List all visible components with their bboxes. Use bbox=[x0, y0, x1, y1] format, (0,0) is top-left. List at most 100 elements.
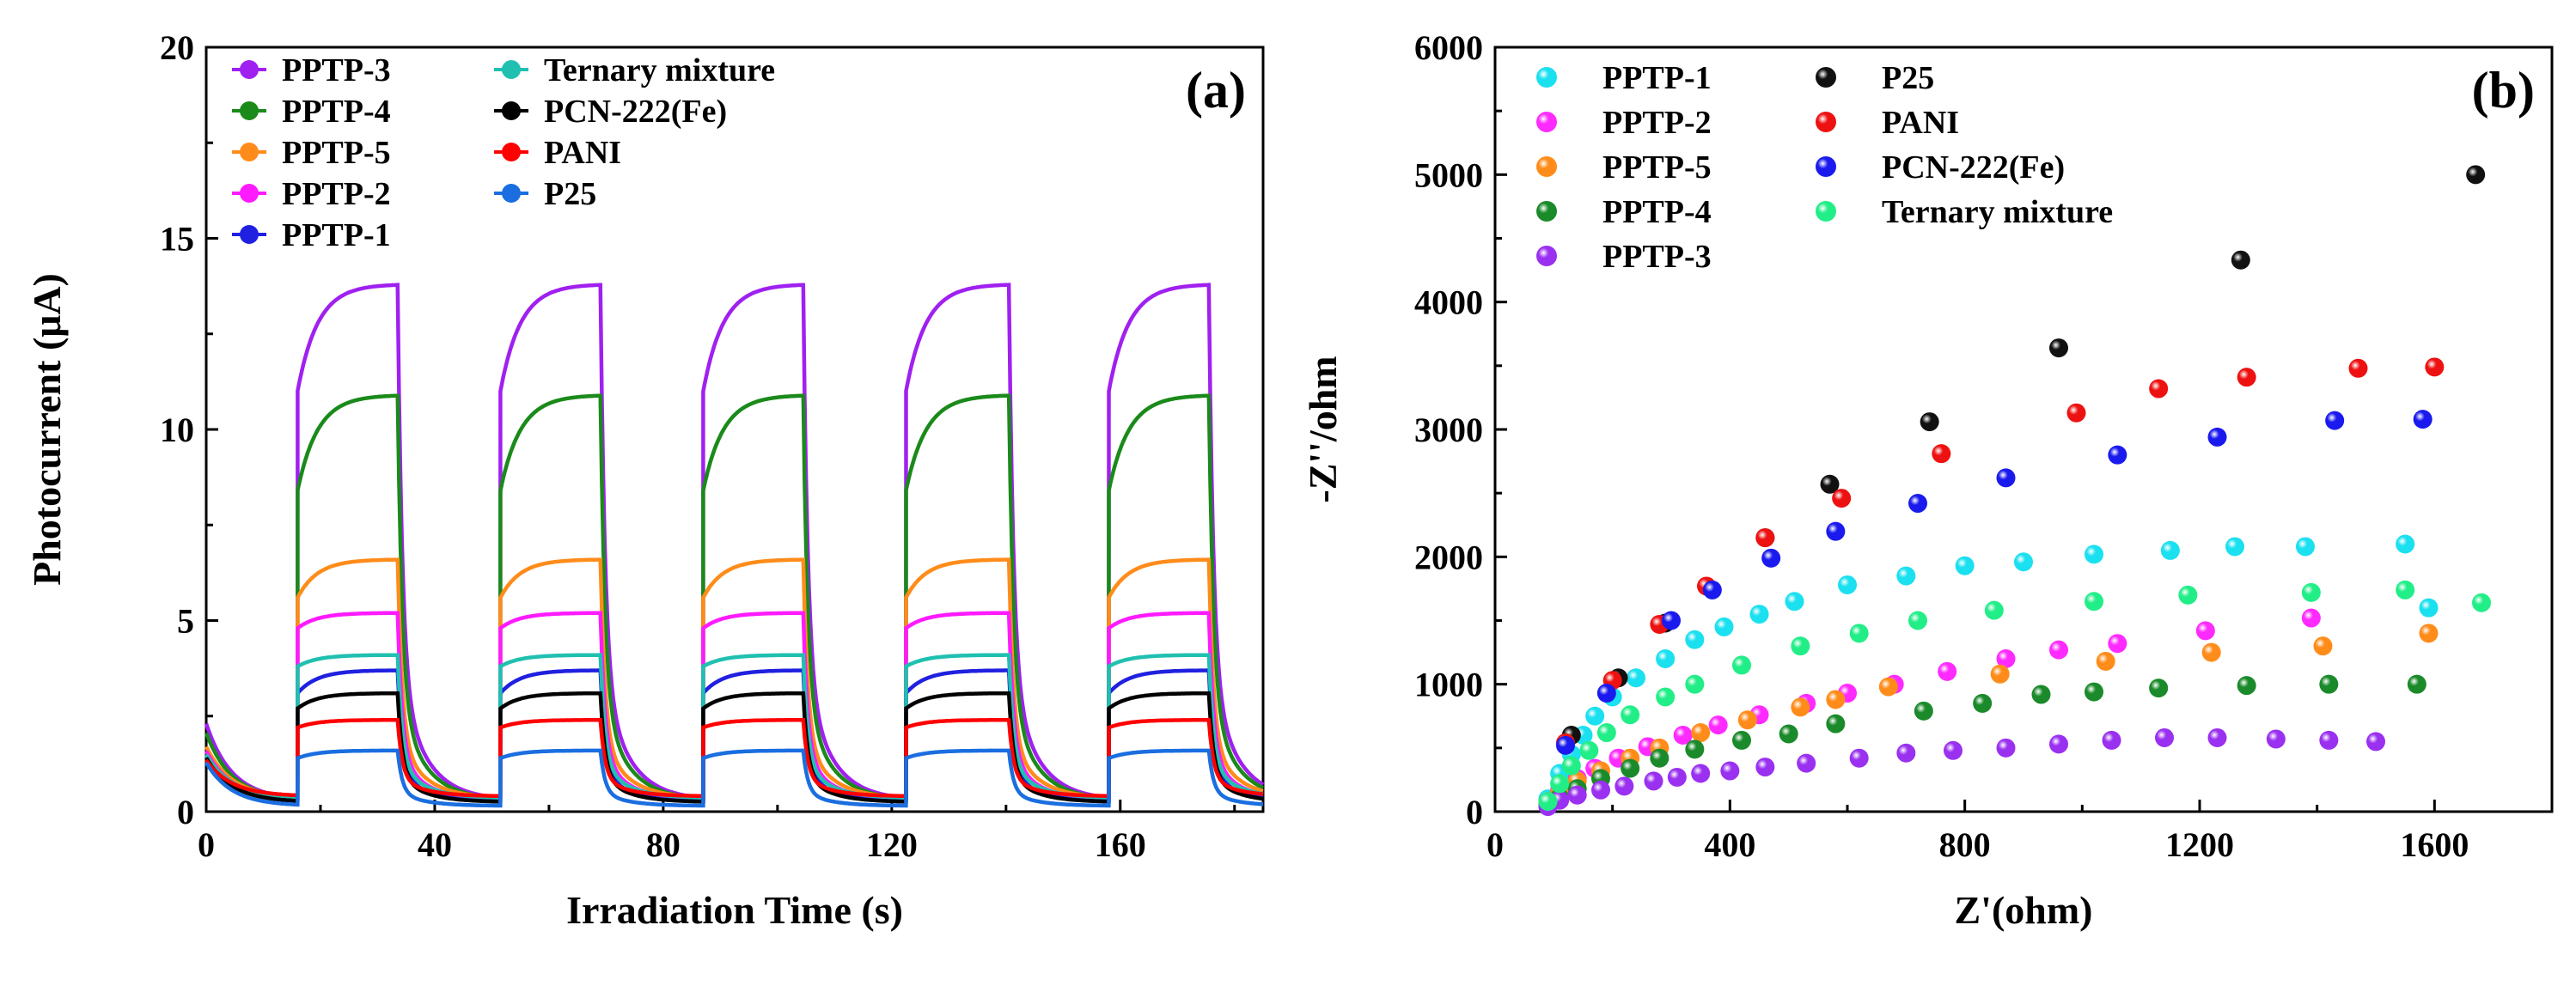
y-tick-label-b: 2000 bbox=[1414, 538, 1483, 576]
data-point-P25 bbox=[2466, 165, 2486, 185]
data-point-PPTP-4 bbox=[1914, 701, 1933, 721]
y-tick-label-a: 15 bbox=[160, 220, 194, 259]
x-tick-label-b: 400 bbox=[1704, 825, 1755, 864]
data-point-Ternary mixture bbox=[1791, 636, 1810, 656]
data-point-PPTP-4 bbox=[2085, 682, 2103, 702]
data-point-PCN-222(Fe) bbox=[1996, 468, 2016, 488]
data-point-PPTP-2 bbox=[2049, 640, 2068, 660]
data-point-PPTP-3 bbox=[1720, 761, 1740, 781]
x-tick-label-a: 120 bbox=[866, 825, 918, 864]
data-point-PPTP-3 bbox=[1615, 776, 1634, 796]
data-point-PPTP-3 bbox=[1797, 753, 1816, 773]
data-point-PPTP-5 bbox=[1990, 664, 2010, 684]
data-point-PPTP-1 bbox=[1785, 592, 1804, 612]
data-point-Ternary mixture bbox=[1561, 756, 1581, 776]
data-point-P25 bbox=[2231, 250, 2250, 270]
data-point-PPTP-1 bbox=[2419, 598, 2439, 618]
data-point-PPTP-3 bbox=[1667, 767, 1687, 787]
data-point-PCN-222(Fe) bbox=[2325, 411, 2345, 430]
data-point-PPTP-5 bbox=[1791, 697, 1810, 717]
legend-marker-Ternary mixture bbox=[1816, 201, 1836, 222]
data-point-Ternary mixture bbox=[1908, 611, 1927, 630]
data-point-PCN-222(Fe) bbox=[1702, 580, 1722, 599]
data-point-PPTP-5 bbox=[1691, 723, 1711, 743]
data-point-P25 bbox=[1920, 412, 1939, 432]
panel-label-b: (b) bbox=[2472, 62, 2535, 119]
data-point-PPTP-5 bbox=[2201, 642, 2221, 662]
data-point-PPTP-4 bbox=[1973, 693, 1993, 713]
data-point-PANI bbox=[2237, 368, 2256, 387]
legend-marker-PPTP-3 bbox=[1536, 246, 1557, 266]
legend-label-PPTP-5: PPTP-5 bbox=[1602, 149, 1712, 186]
y-tick-label-b: 5000 bbox=[1414, 155, 1483, 194]
x-tick-label-a: 160 bbox=[1095, 825, 1146, 864]
data-point-PPTP-1 bbox=[1896, 566, 1916, 586]
data-point-PPTP-1 bbox=[1955, 556, 1975, 575]
data-point-PPTP-4 bbox=[1650, 748, 1670, 768]
data-point-Ternary mixture bbox=[2472, 593, 2491, 612]
legend-label-P25: P25 bbox=[1882, 60, 1934, 96]
legend-label-P25: P25 bbox=[544, 176, 596, 212]
legend-marker-PPTP-4 bbox=[240, 101, 259, 120]
legend-label-PANI: PANI bbox=[544, 135, 621, 171]
y-tick-label-a: 10 bbox=[160, 411, 194, 449]
data-point-PPTP-3 bbox=[2207, 727, 2227, 747]
data-point-PPTP-2 bbox=[1708, 715, 1728, 735]
data-point-PPTP-4 bbox=[1826, 714, 1846, 733]
data-point-PCN-222(Fe) bbox=[2413, 410, 2433, 429]
legend-marker-P25 bbox=[1816, 67, 1836, 88]
data-point-PANI bbox=[1755, 528, 1775, 548]
data-point-PPTP-1 bbox=[1627, 668, 1645, 688]
data-point-PPTP-1 bbox=[2296, 537, 2315, 557]
data-point-PPTP-3 bbox=[2266, 729, 2286, 749]
data-point-PPTP-4 bbox=[2149, 679, 2169, 698]
data-point-PPTP-5 bbox=[2419, 624, 2439, 643]
legend-label-PPTP-3: PPTP-3 bbox=[1602, 239, 1712, 275]
y-tick-label-a: 0 bbox=[177, 793, 194, 831]
data-point-Ternary mixture bbox=[2301, 582, 2321, 602]
series-line-PPTP-2 bbox=[204, 611, 1264, 801]
data-point-PPTP-3 bbox=[2155, 727, 2174, 747]
data-point-PPTP-1 bbox=[1685, 630, 1705, 649]
data-point-PPTP-3 bbox=[1691, 764, 1711, 783]
data-point-PPTP-3 bbox=[1944, 740, 1963, 760]
series-line-PPTP-4 bbox=[204, 393, 1265, 800]
panel-a: 0 40 80 120 160 0 5 10 15 20 Irradiation Time (s) P… bbox=[25, 28, 1265, 932]
legend-label-PPTP-3: PPTP-3 bbox=[282, 52, 391, 88]
data-point-PANI bbox=[1832, 489, 1852, 508]
panel-b: 0 400 800 1200 1600 0 1000 2000 3000 4000 5000 6000… bbox=[1301, 28, 2554, 932]
data-point-PPTP-4 bbox=[2319, 674, 2339, 694]
data-point-PPTP-3 bbox=[2319, 730, 2339, 750]
data-point-Ternary mixture bbox=[1685, 674, 1705, 694]
legend-label-PPTP-4: PPTP-4 bbox=[1602, 194, 1712, 230]
data-point-PPTP-1 bbox=[2225, 537, 2244, 557]
y-tick-label-a: 20 bbox=[160, 28, 194, 67]
legend-marker-PCN-222(Fe) bbox=[1816, 156, 1836, 177]
legend-marker-PPTP-2 bbox=[1536, 112, 1557, 132]
data-point-PPTP-3 bbox=[1591, 780, 1610, 800]
legend-marker-PANI bbox=[502, 143, 521, 161]
data-point-PPTP-3 bbox=[2102, 730, 2121, 750]
data-point-PCN-222(Fe) bbox=[1596, 684, 1616, 703]
data-point-PPTP-5 bbox=[1826, 690, 1846, 709]
series-line-PPTP-1 bbox=[204, 668, 1264, 804]
y-tick-label-b: 0 bbox=[1466, 793, 1483, 831]
data-point-PPTP-2 bbox=[2108, 634, 2127, 654]
data-point-PPTP-4 bbox=[1779, 724, 1798, 744]
data-point-PPTP-3 bbox=[1896, 743, 1916, 763]
legend-marker-PPTP-1 bbox=[1536, 67, 1557, 88]
y-axis-label-b: -Z''/ohm bbox=[1301, 356, 1345, 502]
x-tick-label-b: 1200 bbox=[2165, 825, 2234, 864]
data-point-Ternary mixture bbox=[2178, 585, 2198, 605]
data-point-Ternary mixture bbox=[2085, 592, 2103, 612]
legend-label-PPTP-2: PPTP-2 bbox=[282, 176, 391, 212]
y-axis-label-a: Photocurrent (μA) bbox=[25, 273, 69, 586]
data-point-PPTP-1 bbox=[1838, 575, 1857, 594]
data-point-PPTP-1 bbox=[1714, 617, 1734, 636]
x-tick-label-b: 0 bbox=[1486, 825, 1504, 864]
legend-marker-PPTP-5 bbox=[240, 143, 259, 161]
legend-label-PPTP-5: PPTP-5 bbox=[282, 135, 391, 171]
y-tick-label-a: 5 bbox=[177, 602, 194, 641]
data-point-PANI bbox=[1932, 444, 1951, 464]
series-line-P25 bbox=[204, 748, 1264, 808]
